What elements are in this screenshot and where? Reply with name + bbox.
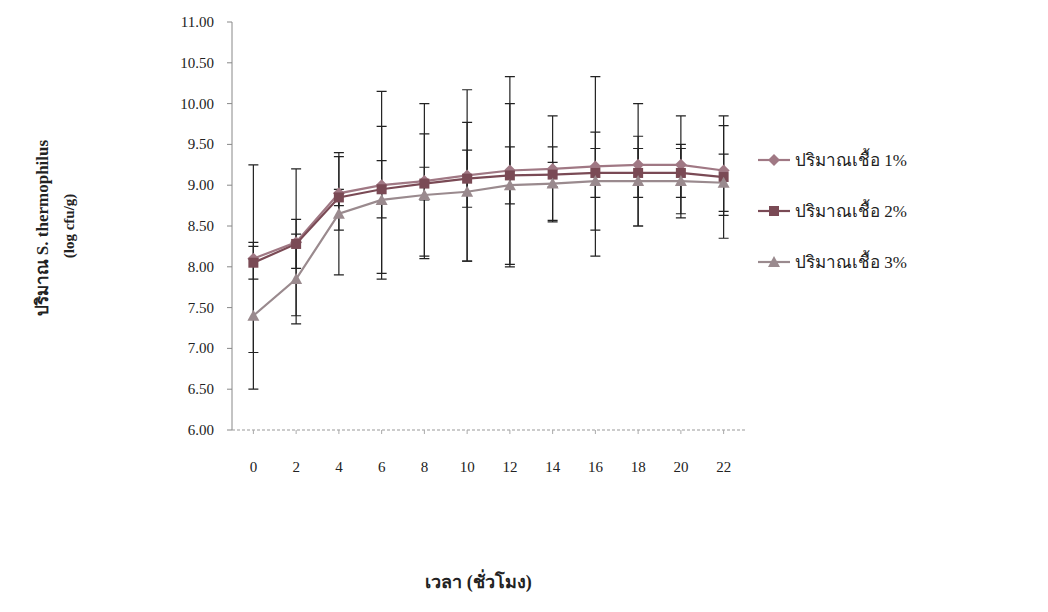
plot-area [247,77,729,390]
x-tick [424,430,425,434]
x-tick-label: 10 [460,459,475,475]
error-bar [719,116,729,238]
data-point [376,194,388,205]
data-point [632,175,644,186]
y-tick [227,348,232,349]
error-bar [291,234,301,324]
y-tick [227,226,232,227]
x-tick-label: 6 [378,459,386,475]
y-tick [227,266,232,267]
data-point [334,192,344,202]
legend-label: ปริมาณเชื้อ 3% [795,250,907,272]
error-bar [633,104,643,226]
x-tick-label: 18 [631,459,646,475]
x-tick [638,430,639,434]
series-line [253,173,723,263]
legend: ปริมาณเชื้อ 1% ปริมาณเชื้อ 2% ปริมาณเชื้อ … [758,148,907,272]
error-bar [248,242,258,389]
y-tick [227,389,232,390]
y-tick-label: 11.00 [181,14,214,30]
error-bars [248,116,728,279]
x-tick-label: 8 [421,459,429,475]
legend-marker [769,206,779,216]
x-tick [595,430,596,434]
y-tick [227,430,232,431]
error-bar [462,90,472,261]
x-tick [552,430,553,434]
data-point [462,174,472,184]
data-point [419,179,429,189]
x-tick-label: 4 [335,459,343,475]
y-tick-label: 9.50 [188,136,214,152]
y-tick-label: 8.00 [188,259,214,275]
x-tick-label: 0 [250,459,258,475]
x-tick-label: 2 [292,459,300,475]
x-tick [509,430,510,434]
y-tick-label: 9.00 [188,177,214,193]
chart: 6.00 6.50 7.00 7.50 8.00 8.50 9.00 9.50 10.00 10.… [0,0,1048,612]
series-line [253,181,723,316]
x-tick-label: 22 [716,459,731,475]
y-tick-label: 10.50 [180,55,214,71]
legend-label: ปริมาณเชื้อ 2% [795,199,907,221]
series-line [253,165,723,259]
error-bar [419,104,429,259]
error-bar [590,77,600,257]
error-bars [248,77,728,353]
data-point [718,177,730,188]
y-axis-title-line: ปริมาณ S. thermophilus [33,136,52,317]
error-bar [377,91,387,279]
data-point [418,189,430,200]
data-point [377,184,387,194]
data-point [589,175,601,186]
x-tick [338,430,339,434]
x-tick [381,430,382,434]
legend-marker [768,154,780,166]
x-tick [467,430,468,434]
x-tick-label: 16 [588,459,604,475]
legend-label: ปริมาณเชื้อ 1% [795,148,907,170]
y-tick-label: 6.00 [188,422,214,438]
y-axis-title-line: (log cfu/g) [61,194,78,259]
data-point [675,175,687,186]
y-tick [227,144,232,145]
data-point [291,239,301,249]
y-tick-label: 8.50 [188,218,214,234]
data-point [333,208,345,219]
x-axis-title: เวลา (ชั่วโมง) [425,569,532,593]
data-point [461,186,473,197]
data-point [504,179,516,190]
y-axis-title: ปริมาณ S. thermophilus (log cfu/g) [33,136,78,317]
x-tick-label: 14 [545,459,561,475]
data-point [505,170,515,180]
data-point [247,310,259,321]
data-point [547,178,559,189]
x-tick-label: 20 [673,459,688,475]
y-tick-label: 6.50 [188,381,214,397]
x-tick-label: 12 [502,459,517,475]
y-tick [227,22,232,23]
x-axis [232,430,745,431]
x-tick [680,430,681,434]
y-tick [227,185,232,186]
error-bar [548,116,558,222]
x-tick [253,430,254,434]
error-bars [248,104,728,390]
legend-marker [768,256,780,267]
y-tick [227,103,232,104]
y-tick-label: 10.00 [180,96,214,112]
data-point [248,258,258,268]
y-tick [227,307,232,308]
y-tick-label: 7.50 [188,300,214,316]
x-tick [296,430,297,434]
x-tick [723,430,724,434]
y-tick [227,62,232,63]
y-tick-label: 7.00 [188,340,214,356]
data-point [290,273,302,284]
